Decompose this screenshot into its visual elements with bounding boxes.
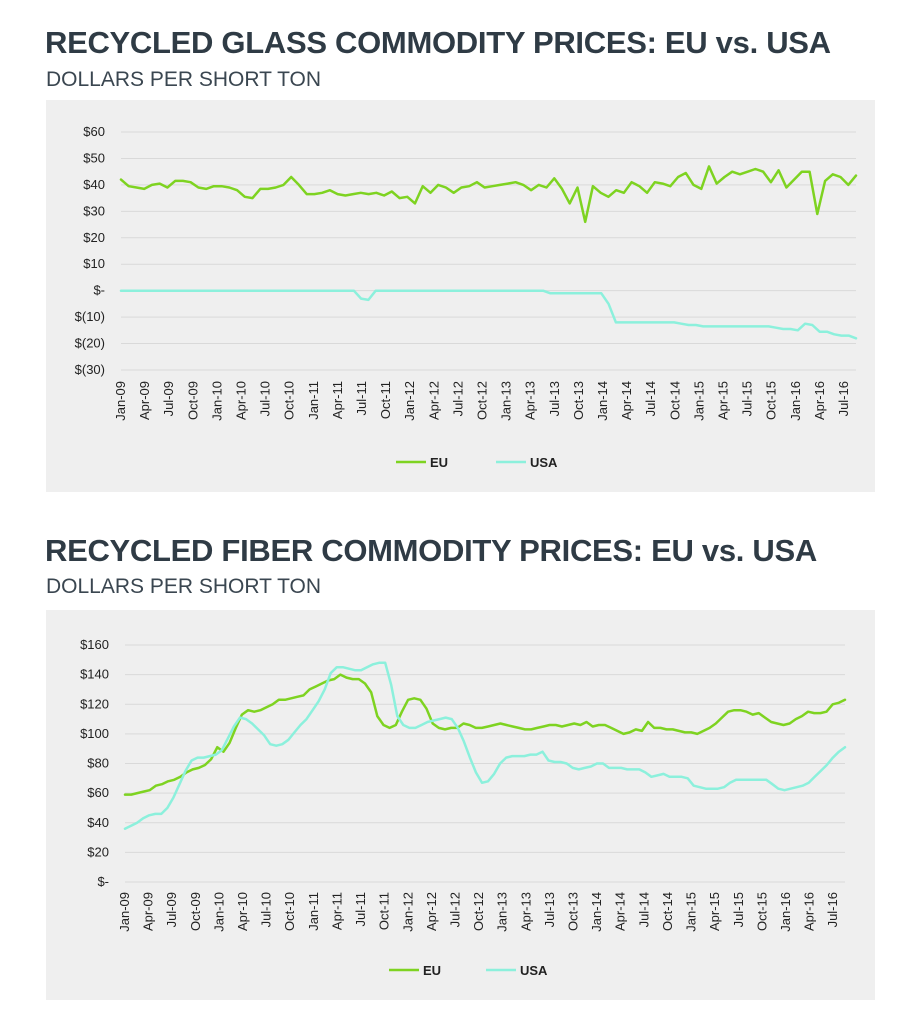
x-tick-label: Jan-11 bbox=[306, 892, 321, 931]
x-tick-label: Apr-12 bbox=[426, 381, 441, 420]
x-tick-label: Oct-10 bbox=[282, 892, 297, 931]
y-tick-label: $20 bbox=[87, 844, 109, 859]
x-tick-label: Apr-15 bbox=[707, 892, 722, 931]
y-tick-label: $(20) bbox=[75, 336, 105, 351]
x-tick-label: Jul-16 bbox=[825, 892, 840, 927]
x-tick-label: Apr-15 bbox=[715, 381, 730, 420]
x-tick-label: Oct-11 bbox=[377, 892, 392, 930]
x-tick-label: Jan-11 bbox=[306, 381, 321, 420]
x-tick-label: Jul-09 bbox=[161, 381, 176, 416]
x-tick-label: Apr-14 bbox=[613, 892, 628, 931]
x-tick-label: Jan-13 bbox=[495, 892, 510, 932]
y-tick-label: $20 bbox=[83, 230, 105, 245]
x-tick-label: Apr-13 bbox=[518, 892, 533, 931]
x-tick-label: Jan-10 bbox=[211, 892, 226, 932]
x-tick-label: Jul-13 bbox=[542, 892, 557, 927]
x-tick-label: Jan-15 bbox=[691, 381, 706, 421]
chart-title: RECYCLED GLASS COMMODITY PRICES: EU vs. … bbox=[45, 25, 831, 60]
legend-label-eu: EU bbox=[430, 455, 448, 470]
x-tick-label: Jan-10 bbox=[209, 381, 224, 421]
x-tick-label: Jan-16 bbox=[778, 892, 793, 932]
x-tick-label: Jul-15 bbox=[740, 381, 755, 416]
x-tick-label: Jan-13 bbox=[499, 381, 514, 421]
y-tick-label: $50 bbox=[83, 150, 105, 165]
series-line-usa bbox=[119, 289, 858, 340]
x-tick-label: Jan-15 bbox=[684, 892, 699, 932]
x-tick-label: Jul-13 bbox=[547, 381, 562, 416]
x-tick-label: Jan-09 bbox=[113, 381, 128, 421]
x-tick-label: Oct-12 bbox=[471, 892, 486, 931]
x-tick-label: Oct-14 bbox=[660, 892, 675, 931]
chart-panel-fiber: $160 $140 $120 $100 $80 $60 $40 $20 $- Jan-09 Apr-… bbox=[46, 610, 875, 1000]
x-tick-label: Jul-14 bbox=[643, 381, 658, 416]
x-tick-label: Apr-14 bbox=[619, 381, 634, 420]
y-tick-label: $10 bbox=[83, 256, 105, 271]
glass-line-chart: $60 $50 $40 $30 $20 $10 $- $(10) $(20) $(30) Jan-0… bbox=[75, 124, 858, 470]
y-tick-label: $120 bbox=[80, 696, 109, 711]
y-tick-label: $100 bbox=[80, 726, 109, 741]
x-tick-label: Apr-10 bbox=[233, 381, 248, 420]
x-tick-label: Apr-09 bbox=[141, 892, 156, 931]
legend-label-eu: EU bbox=[423, 963, 441, 978]
y-tick-label: $140 bbox=[80, 667, 109, 682]
y-tick-label: $60 bbox=[87, 785, 109, 800]
x-tick-label: Jan-09 bbox=[117, 892, 132, 932]
x-tick-label: Apr-11 bbox=[329, 892, 344, 930]
y-tick-label: $- bbox=[93, 283, 105, 298]
x-tick-label: Apr-10 bbox=[235, 892, 250, 931]
chart-subtitle: DOLLARS PER SHORT TON bbox=[46, 68, 322, 91]
y-tick-label: $80 bbox=[87, 756, 109, 771]
y-tick-label: $(10) bbox=[75, 309, 105, 324]
y-tick-label: $160 bbox=[80, 637, 109, 652]
x-tick-label: Oct-12 bbox=[474, 381, 489, 420]
legend-label-usa: USA bbox=[520, 963, 548, 978]
x-tick-label: Apr-09 bbox=[137, 381, 152, 420]
x-tick-label: Jul-11 bbox=[353, 892, 368, 926]
x-tick-label: Jul-14 bbox=[636, 892, 651, 927]
x-tick-label: Jan-14 bbox=[589, 892, 604, 932]
x-tick-label: Oct-15 bbox=[764, 381, 779, 420]
x-tick-label: Jul-11 bbox=[354, 381, 369, 415]
x-tick-label: Apr-13 bbox=[523, 381, 538, 420]
chart-title: RECYCLED FIBER COMMODITY PRICES: EU vs. … bbox=[45, 533, 817, 568]
series-line-usa bbox=[123, 661, 847, 830]
chart-subtitle: DOLLARS PER SHORT TON bbox=[46, 575, 322, 598]
fiber-line-chart: $160 $140 $120 $100 $80 $60 $40 $20 $- Jan-09 Apr-… bbox=[80, 637, 847, 978]
x-tick-label: Jul-12 bbox=[447, 892, 462, 927]
y-tick-label: $(30) bbox=[75, 362, 105, 377]
x-tick-label: Jan-16 bbox=[788, 381, 803, 421]
series-line-eu bbox=[119, 165, 858, 224]
x-tick-label: Jan-14 bbox=[595, 381, 610, 421]
chart-panel-glass: $60 $50 $40 $30 $20 $10 $- $(10) $(20) $(30) Jan-0… bbox=[46, 100, 875, 492]
x-tick-label: Oct-09 bbox=[185, 381, 200, 420]
x-tick-label: Jan-12 bbox=[402, 381, 417, 421]
x-tick-label: Jul-10 bbox=[259, 892, 274, 927]
series-line-eu bbox=[123, 673, 847, 796]
x-tick-label: Jul-10 bbox=[258, 381, 273, 416]
y-tick-label: $30 bbox=[83, 203, 105, 218]
legend-label-usa: USA bbox=[530, 455, 558, 470]
x-tick-label: Jul-09 bbox=[164, 892, 179, 927]
y-tick-label: $40 bbox=[83, 177, 105, 192]
y-tick-label: $60 bbox=[83, 124, 105, 139]
x-tick-label: Oct-14 bbox=[667, 381, 682, 420]
x-tick-label: Apr-11 bbox=[330, 381, 345, 419]
x-tick-label: Jul-15 bbox=[731, 892, 746, 927]
x-tick-label: Oct-13 bbox=[571, 381, 586, 420]
x-tick-label: Jul-16 bbox=[836, 381, 851, 416]
x-tick-label: Jul-12 bbox=[450, 381, 465, 416]
x-tick-label: Oct-13 bbox=[566, 892, 581, 931]
x-tick-label: Apr-12 bbox=[424, 892, 439, 931]
x-tick-label: Oct-10 bbox=[282, 381, 297, 420]
x-tick-label: Oct-09 bbox=[188, 892, 203, 931]
x-tick-label: Apr-16 bbox=[802, 892, 817, 931]
y-tick-label: $- bbox=[97, 874, 109, 889]
x-tick-label: Oct-11 bbox=[378, 381, 393, 419]
x-tick-label: Oct-15 bbox=[754, 892, 769, 931]
y-tick-label: $40 bbox=[87, 815, 109, 830]
x-tick-label: Jan-12 bbox=[400, 892, 415, 932]
x-tick-label: Apr-16 bbox=[812, 381, 827, 420]
